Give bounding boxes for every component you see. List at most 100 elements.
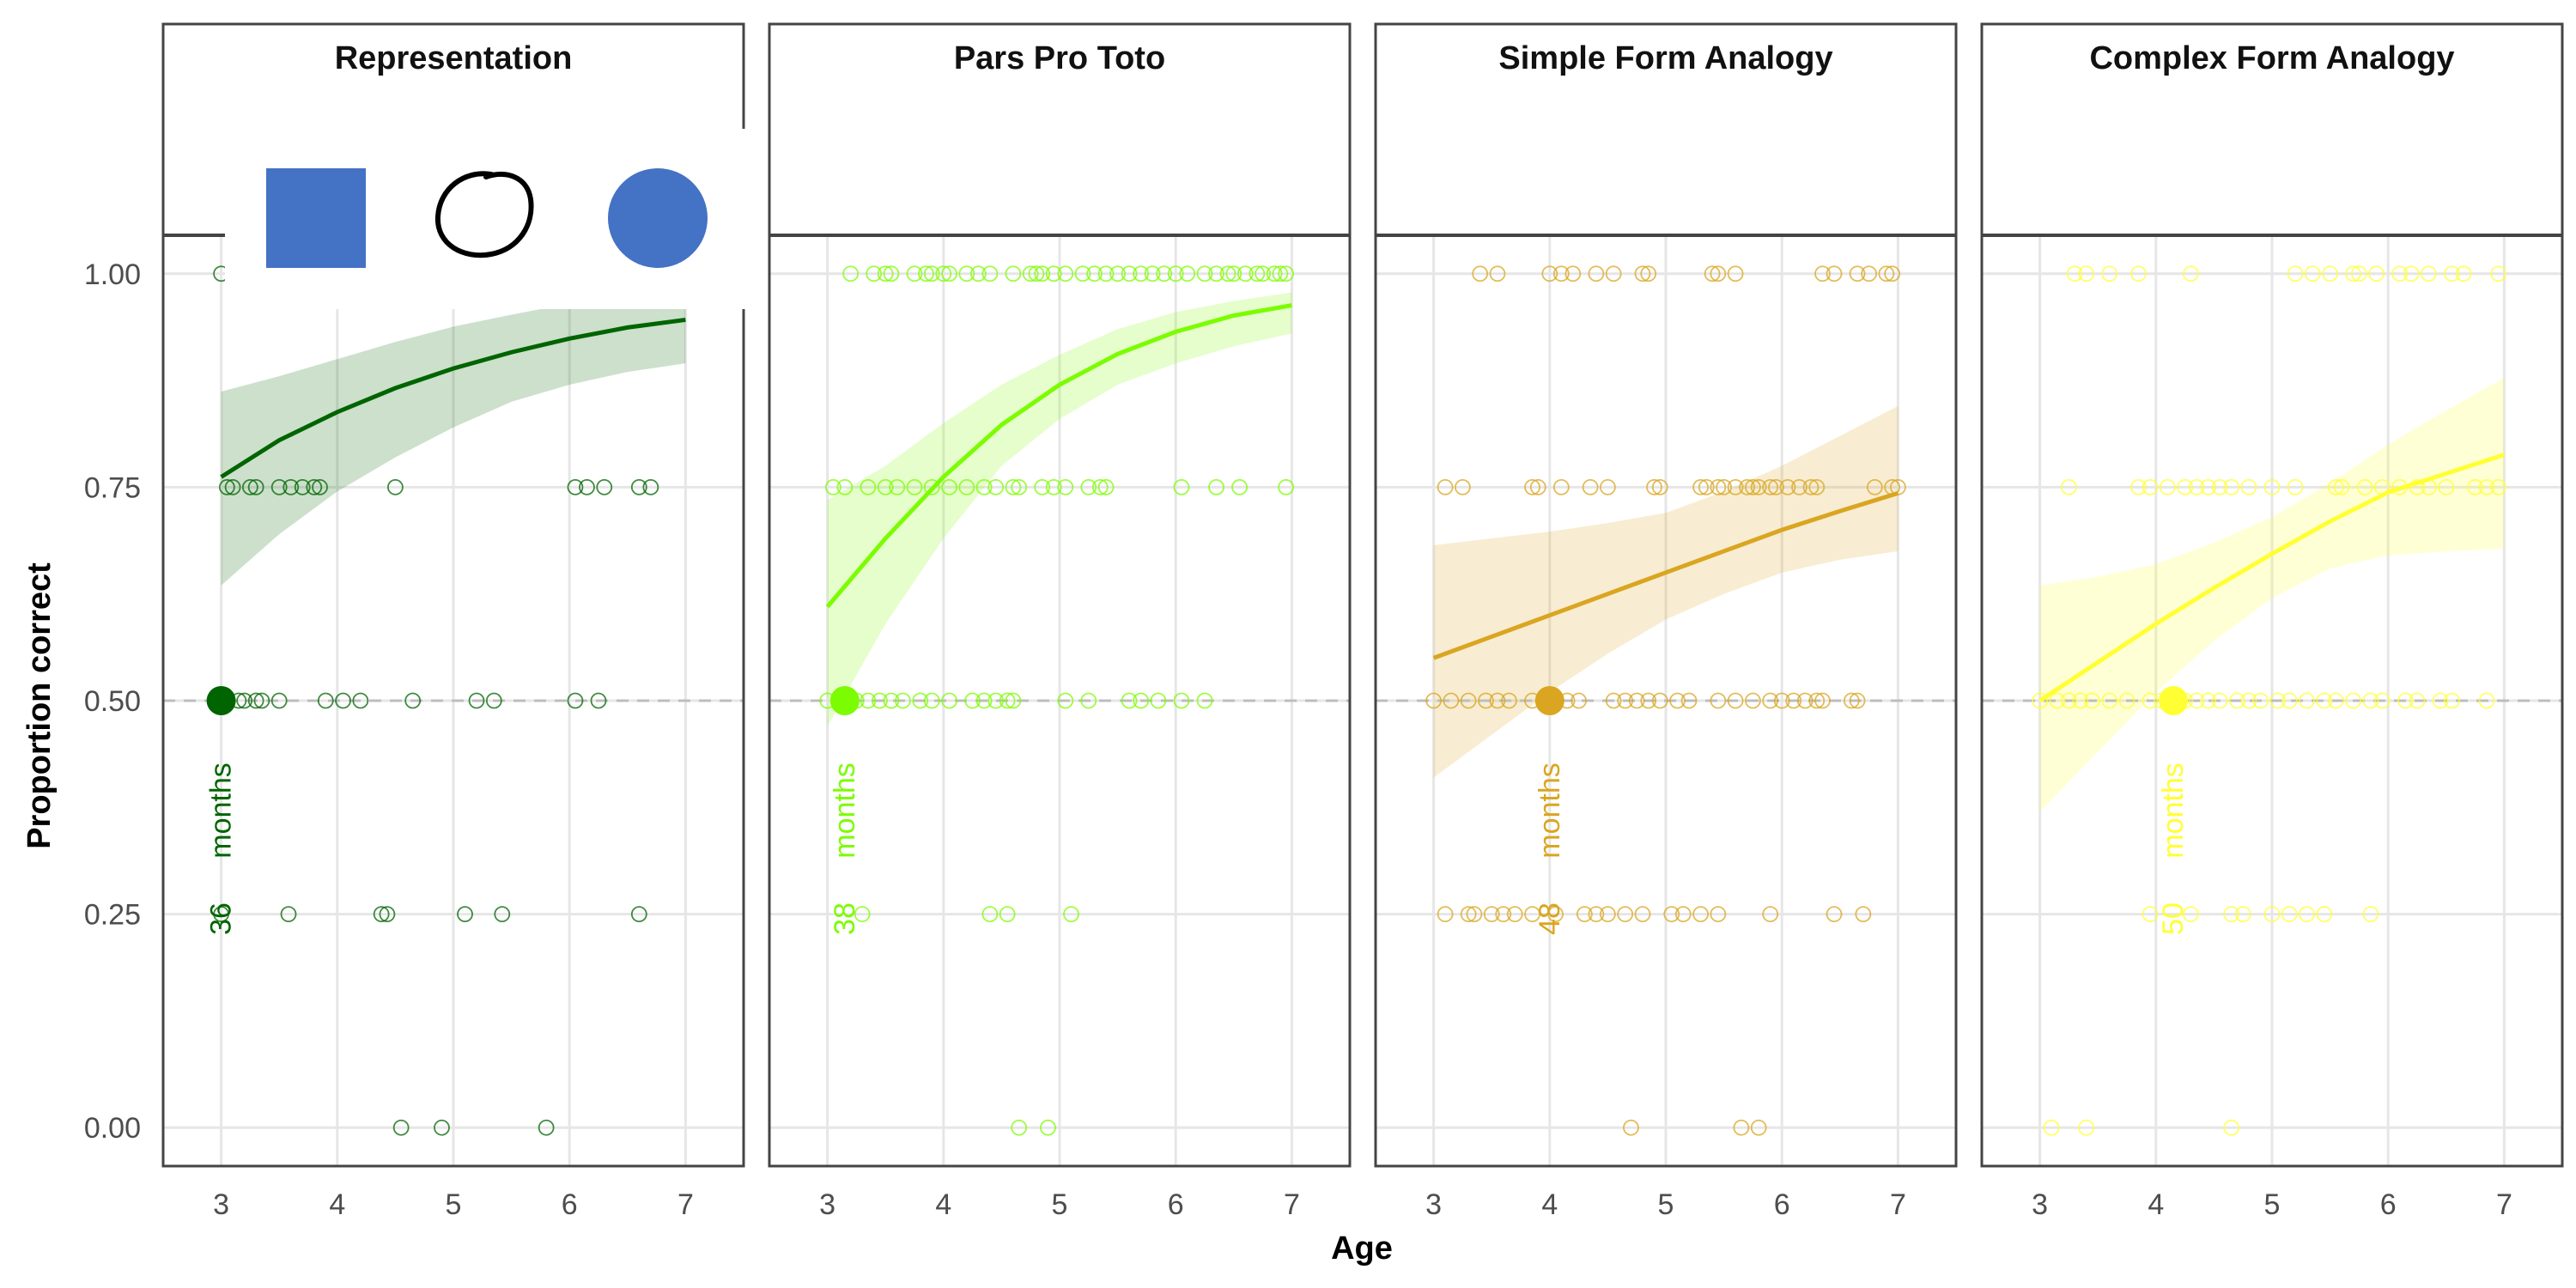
threshold-marker [206, 686, 236, 715]
fit-line [1432, 490, 1899, 660]
data-point [1814, 265, 1831, 283]
data-point [1552, 265, 1570, 283]
data-point [1086, 265, 1103, 283]
y-axis-label: Proportion correct [21, 562, 58, 849]
data-point [2478, 478, 2495, 495]
data-point [2444, 692, 2460, 709]
data-point [373, 906, 390, 923]
data-point [906, 265, 923, 283]
data-point [2374, 692, 2391, 709]
data-point [2229, 692, 2245, 709]
data-point [1808, 478, 1826, 495]
data-point [923, 478, 940, 495]
threshold-value-label: 50 [2157, 902, 2190, 935]
data-point [1727, 265, 1744, 283]
data-point [1855, 906, 1872, 923]
data-point [2333, 478, 2350, 495]
x-tick-label: 4 [1541, 1188, 1558, 1221]
data-point [1884, 265, 1901, 283]
x-axis-label: Age [1331, 1230, 1393, 1267]
data-point [1466, 906, 1483, 923]
data-point [2281, 906, 2298, 923]
data-point [2304, 265, 2321, 283]
x-tick-label: 6 [2380, 1188, 2397, 1221]
data-point [1651, 478, 1668, 495]
panel: months 50 Complex Form Analogy 3 4 5 6 7 [1980, 22, 2564, 1221]
data-point [224, 478, 241, 495]
data-point [247, 692, 264, 709]
data-point [1576, 906, 1593, 923]
data-point [1097, 265, 1115, 283]
data-point [1750, 478, 1767, 495]
data-point [1005, 692, 1022, 709]
data-point [2391, 265, 2409, 283]
data-point [2223, 906, 2240, 923]
x-tick-label: 6 [1774, 1188, 1790, 1221]
data-point [352, 692, 369, 709]
data-point [2177, 478, 2194, 495]
data-point [1478, 692, 1494, 709]
data-point [596, 478, 613, 495]
x-tick-label: 3 [1425, 1188, 1442, 1221]
data-point [218, 478, 235, 495]
data-point [824, 478, 841, 495]
x-tick-label: 5 [1052, 1188, 1068, 1221]
data-point [379, 906, 396, 923]
data-point [895, 692, 911, 709]
data-point [2223, 1119, 2240, 1136]
data-point [2316, 692, 2333, 709]
data-point [2299, 906, 2315, 923]
data-point [1762, 478, 1779, 495]
data-point [1034, 265, 1051, 283]
data-point [941, 692, 957, 709]
x-tick-label: 5 [1658, 1188, 1674, 1221]
data-point [1692, 906, 1709, 923]
data-point [2356, 478, 2373, 495]
data-point [2368, 265, 2385, 283]
data-point [1739, 478, 1756, 495]
data-point [590, 692, 607, 709]
data-point [1617, 692, 1634, 709]
data-point [392, 1119, 410, 1136]
data-point [860, 692, 877, 709]
data-point [877, 478, 894, 495]
confidence-band [827, 292, 1292, 726]
data-point [1617, 906, 1634, 923]
data-point [2066, 265, 2083, 283]
data-point [2234, 906, 2251, 923]
data-point [2403, 265, 2420, 283]
data-point [1483, 906, 1500, 923]
panel: months 38 Pars Pro Toto 3 4 5 6 7 [768, 22, 1352, 1221]
y-tick-label: 0.25 [84, 899, 141, 932]
data-point [935, 265, 952, 283]
data-point [1144, 265, 1161, 283]
data-point [1167, 265, 1184, 283]
x-tick-label: 4 [935, 1188, 951, 1221]
data-point [1698, 478, 1715, 495]
data-point [2188, 692, 2205, 709]
data-point [2118, 692, 2136, 709]
data-point [1802, 478, 1820, 495]
data-point [579, 478, 595, 495]
data-point [2345, 265, 2362, 283]
data-point [494, 906, 511, 923]
data-point [270, 478, 288, 495]
data-point [1674, 906, 1692, 923]
data-point [1460, 906, 1477, 923]
data-point [1097, 478, 1115, 495]
data-point [1762, 692, 1779, 709]
data-point [1773, 692, 1790, 709]
data-point [2049, 692, 2066, 709]
threshold-unit-label: months [829, 762, 861, 859]
data-point [1109, 265, 1126, 283]
data-point [958, 478, 975, 495]
panel-title: Representation [335, 40, 573, 76]
data-point [1745, 692, 1761, 709]
data-point [1878, 265, 1895, 283]
data-point [1826, 265, 1843, 283]
data-point [2078, 1119, 2095, 1136]
data-point [1552, 478, 1570, 495]
data-point [1571, 692, 1587, 709]
data-point [836, 478, 854, 495]
data-point [1437, 906, 1454, 923]
